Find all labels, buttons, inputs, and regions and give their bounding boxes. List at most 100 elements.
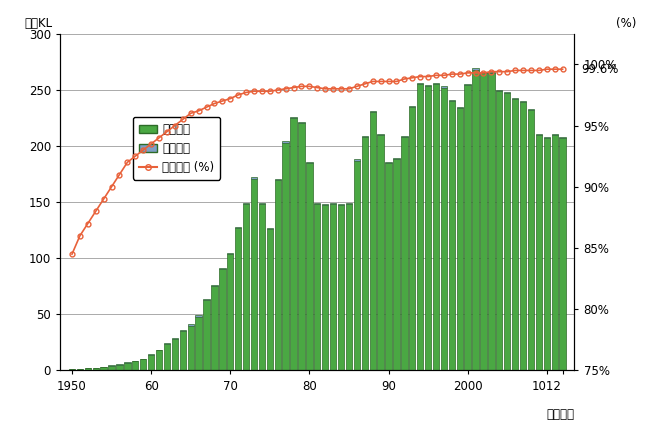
Bar — [267, 229, 273, 370]
Bar — [544, 137, 550, 138]
Bar — [504, 92, 510, 93]
Bar — [480, 72, 487, 73]
Bar — [314, 203, 321, 204]
Bar — [409, 107, 415, 370]
Bar — [250, 179, 257, 370]
Bar — [100, 367, 107, 370]
Bar — [512, 98, 518, 99]
Bar — [559, 137, 566, 138]
Bar — [488, 72, 494, 73]
Bar — [528, 110, 534, 370]
Bar — [544, 138, 550, 370]
Bar — [433, 84, 439, 370]
Legend: 輸入原油, 国産原油, 輸入比率 (%): 輸入原油, 国産原油, 輸入比率 (%) — [133, 117, 220, 180]
Bar — [441, 86, 447, 88]
Bar — [188, 325, 194, 370]
Bar — [259, 203, 265, 204]
Bar — [299, 123, 305, 370]
Bar — [140, 359, 146, 370]
Bar — [148, 354, 154, 355]
Bar — [559, 138, 566, 370]
Bar — [180, 331, 186, 370]
Bar — [346, 204, 352, 370]
Bar — [377, 133, 384, 135]
Bar — [164, 344, 170, 370]
Bar — [401, 137, 407, 370]
Bar — [211, 285, 218, 286]
Bar — [116, 365, 123, 370]
Bar — [172, 338, 178, 339]
Bar — [322, 204, 329, 205]
Bar — [227, 254, 233, 370]
輸入比率 (%) — [550, 67, 558, 72]
輸入比率 (%) — [68, 252, 76, 257]
Bar — [250, 177, 257, 179]
Bar — [93, 368, 99, 370]
Bar — [456, 107, 463, 108]
Bar — [219, 268, 226, 269]
Bar — [227, 253, 233, 254]
Bar — [361, 136, 368, 137]
Bar — [385, 163, 391, 370]
Bar — [196, 315, 202, 317]
Bar — [425, 86, 432, 370]
Bar — [552, 135, 558, 370]
Bar — [528, 109, 534, 110]
Bar — [172, 339, 178, 370]
Bar — [536, 133, 542, 135]
Bar — [536, 135, 542, 370]
Bar — [480, 73, 487, 370]
Bar — [306, 162, 313, 163]
輸入比率 (%) — [297, 84, 305, 89]
Bar — [203, 300, 210, 370]
Text: （年度）: （年度） — [546, 408, 574, 421]
Bar — [322, 205, 329, 370]
Bar — [330, 204, 336, 370]
輸入比率 (%) — [313, 85, 321, 90]
Bar — [267, 228, 273, 229]
Line: 輸入比率 (%): 輸入比率 (%) — [69, 67, 565, 256]
Bar — [496, 90, 502, 91]
Bar — [441, 88, 447, 370]
Bar — [456, 108, 463, 370]
Bar — [148, 355, 154, 370]
Bar — [393, 158, 399, 160]
Bar — [291, 118, 297, 370]
Bar — [401, 136, 407, 137]
Bar — [393, 160, 399, 370]
Bar — [275, 180, 281, 370]
Bar — [180, 330, 186, 331]
Bar — [409, 106, 415, 107]
Bar — [520, 102, 526, 370]
Bar — [314, 204, 321, 370]
Bar — [235, 227, 241, 228]
Bar — [504, 93, 510, 370]
Bar — [132, 361, 138, 362]
Bar — [417, 84, 424, 370]
Bar — [243, 204, 249, 370]
輸入比率 (%) — [558, 67, 566, 72]
Bar — [116, 364, 123, 365]
Bar — [243, 203, 249, 204]
Text: 99.6%: 99.6% — [581, 63, 619, 76]
Bar — [512, 99, 518, 370]
Bar — [346, 203, 352, 204]
Bar — [77, 369, 83, 370]
Bar — [108, 365, 115, 366]
Bar — [338, 204, 344, 205]
Bar — [425, 85, 432, 86]
Bar — [69, 369, 75, 370]
輸入比率 (%) — [218, 99, 226, 104]
Bar — [219, 269, 226, 370]
Text: (%): (%) — [616, 17, 636, 30]
Bar — [361, 137, 368, 370]
Bar — [124, 362, 130, 370]
Bar — [330, 203, 336, 204]
Text: 百万KL: 百万KL — [24, 17, 52, 30]
Bar — [283, 141, 289, 143]
Bar — [156, 350, 162, 370]
輸入比率 (%) — [543, 67, 551, 72]
Bar — [433, 83, 439, 84]
Bar — [496, 91, 502, 370]
Bar — [235, 228, 241, 370]
